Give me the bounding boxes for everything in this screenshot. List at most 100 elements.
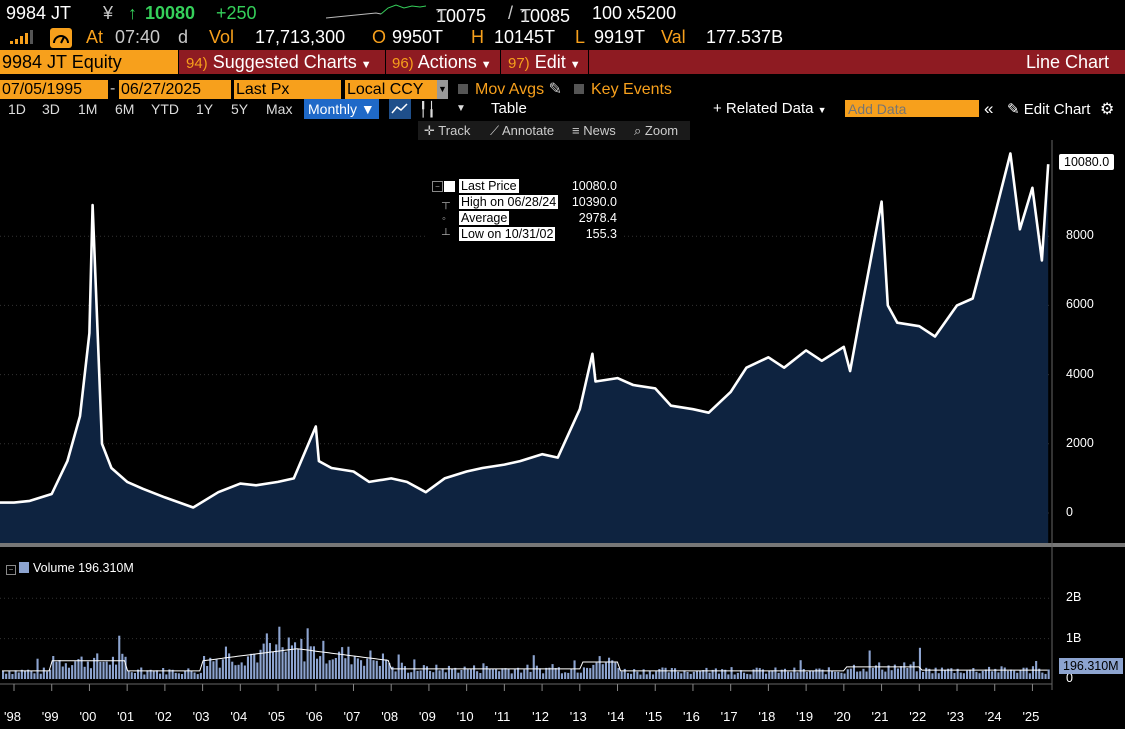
volume-bar bbox=[702, 670, 705, 679]
legend-low-value: 155.3 bbox=[585, 227, 617, 241]
volume-bar bbox=[102, 661, 105, 679]
volume-bar bbox=[253, 653, 256, 679]
volume-bar bbox=[297, 648, 300, 679]
volume-bar bbox=[146, 670, 149, 679]
volume-bars bbox=[2, 626, 1050, 679]
volume-bar bbox=[159, 673, 162, 679]
volume-bar bbox=[80, 656, 83, 679]
volume-bar bbox=[221, 659, 224, 679]
zoom-tool[interactable]: ⌕ Zoom bbox=[634, 123, 679, 138]
volume-bar bbox=[196, 674, 199, 679]
edit-chart-button[interactable]: ✎ Edit Chart bbox=[1007, 101, 1091, 118]
volume-bar bbox=[8, 671, 11, 679]
volume-bar bbox=[695, 670, 698, 679]
volume-bar bbox=[834, 671, 837, 679]
volume-bar bbox=[369, 650, 372, 679]
checkbox-icon bbox=[574, 84, 584, 94]
volume-bar bbox=[265, 633, 268, 679]
volume-bar bbox=[799, 660, 802, 679]
candlestick-icon[interactable]: ╿╽ bbox=[419, 101, 436, 117]
volume-bar bbox=[83, 666, 86, 679]
tool-bar: ✛ Track ⟋ Annotate ≡ News ⌕ Zoom bbox=[0, 121, 1125, 141]
average-marker-icon: ◦ bbox=[442, 213, 446, 225]
volume-bar bbox=[664, 667, 667, 679]
range-1y[interactable]: 1Y bbox=[196, 101, 214, 117]
range-max[interactable]: Max bbox=[266, 101, 293, 117]
line-icon: ⟋ bbox=[490, 123, 500, 138]
year-axis-tick: '02 bbox=[154, 709, 172, 724]
checkbox-icon bbox=[458, 84, 468, 94]
start-date-field[interactable]: 07/05/1995 bbox=[0, 80, 108, 99]
actions-menu[interactable]: 96) Actions ▼ bbox=[392, 52, 492, 72]
volume-bar bbox=[460, 670, 463, 679]
year-axis-tick: '24 bbox=[984, 709, 1002, 724]
end-date-field[interactable]: 06/27/2025 bbox=[119, 80, 231, 99]
volume-bar bbox=[699, 671, 702, 679]
table-button[interactable]: Table bbox=[491, 100, 527, 117]
volume-bar bbox=[1025, 667, 1028, 679]
range-3d[interactable]: 3D bbox=[42, 101, 60, 117]
mov-avgs-toggle[interactable]: Mov Avgs ✎ bbox=[458, 80, 562, 100]
volume-bar bbox=[403, 666, 406, 679]
volume-legend[interactable]: − Volume 196.310M bbox=[6, 561, 134, 575]
low-label: L bbox=[575, 27, 586, 47]
last-price-marker: 10080.0 bbox=[1059, 154, 1115, 170]
range-5y[interactable]: 5Y bbox=[231, 101, 249, 117]
volume-bar bbox=[1009, 669, 1012, 679]
line-chart-icon[interactable] bbox=[389, 99, 411, 119]
at-label: At bbox=[86, 27, 104, 47]
gear-icon[interactable]: ⚙ bbox=[1100, 101, 1115, 118]
range-ytd[interactable]: YTD bbox=[151, 101, 179, 117]
add-data-input[interactable] bbox=[845, 100, 979, 117]
currency-dropdown-icon[interactable]: ▼ bbox=[437, 80, 448, 99]
volume-bar bbox=[491, 669, 494, 679]
volume-bar bbox=[432, 672, 435, 679]
volume-bar bbox=[133, 673, 136, 679]
suggested-charts-menu[interactable]: 94) Suggested Charts ▼ bbox=[186, 52, 372, 72]
news-tool[interactable]: ≡ News bbox=[572, 123, 616, 138]
volume-bar bbox=[372, 660, 375, 679]
high-marker-icon: ┬ bbox=[442, 197, 450, 209]
volume-bar bbox=[312, 646, 315, 679]
chart-legend[interactable]: − Last Price 10080.0 ┬ High on 06/28/24 … bbox=[428, 176, 624, 244]
volume-bar bbox=[1019, 670, 1022, 679]
related-data-menu[interactable]: + Related Data ▼ bbox=[713, 100, 827, 117]
caret-down-icon: ▼ bbox=[480, 59, 492, 71]
volume-bar bbox=[868, 650, 871, 679]
volume-bar bbox=[507, 669, 510, 679]
currency-select[interactable]: Local CCY bbox=[345, 80, 437, 99]
volume-bar bbox=[765, 673, 768, 679]
year-axis-tick: '22 bbox=[909, 709, 927, 724]
collapse-button[interactable]: « bbox=[984, 99, 994, 118]
track-tool[interactable]: ✛ Track bbox=[424, 123, 471, 138]
price-chart[interactable] bbox=[0, 140, 1125, 729]
volume-bar bbox=[344, 658, 347, 679]
volume-bar bbox=[661, 667, 664, 679]
bid-ask-size: 100 x5200 bbox=[592, 3, 677, 23]
security-field[interactable]: 9984 JT Equity bbox=[0, 50, 178, 74]
range-6m[interactable]: 6M bbox=[115, 101, 135, 117]
volume-bar bbox=[447, 665, 450, 679]
volume-bar bbox=[181, 674, 184, 679]
volume-bar bbox=[77, 659, 80, 679]
volume-bar bbox=[809, 670, 812, 679]
price-field-select[interactable]: Last Px bbox=[234, 80, 341, 99]
volume-bar bbox=[674, 668, 677, 679]
key-events-toggle[interactable]: Key Events bbox=[574, 80, 672, 100]
volume-bar bbox=[542, 673, 545, 679]
annotate-tool[interactable]: ⟋ Annotate bbox=[490, 123, 555, 138]
frequency-select[interactable]: Monthly ▼ bbox=[304, 99, 379, 119]
edit-menu[interactable]: 97) Edit ▼ bbox=[508, 52, 581, 72]
volume-bar bbox=[268, 643, 271, 679]
volume-bar bbox=[243, 665, 246, 679]
range-1m[interactable]: 1M bbox=[78, 101, 98, 117]
volume-bar bbox=[576, 672, 579, 679]
volume-bar bbox=[871, 667, 874, 679]
volume-bar bbox=[969, 669, 972, 679]
volume-bar bbox=[498, 671, 501, 679]
range-1d[interactable]: 1D bbox=[8, 101, 26, 117]
volume-bar bbox=[111, 656, 114, 679]
volume-bar bbox=[287, 637, 290, 679]
chart-type-dropdown-icon[interactable]: ▼ bbox=[456, 103, 466, 114]
gauge-icon[interactable] bbox=[50, 28, 72, 53]
